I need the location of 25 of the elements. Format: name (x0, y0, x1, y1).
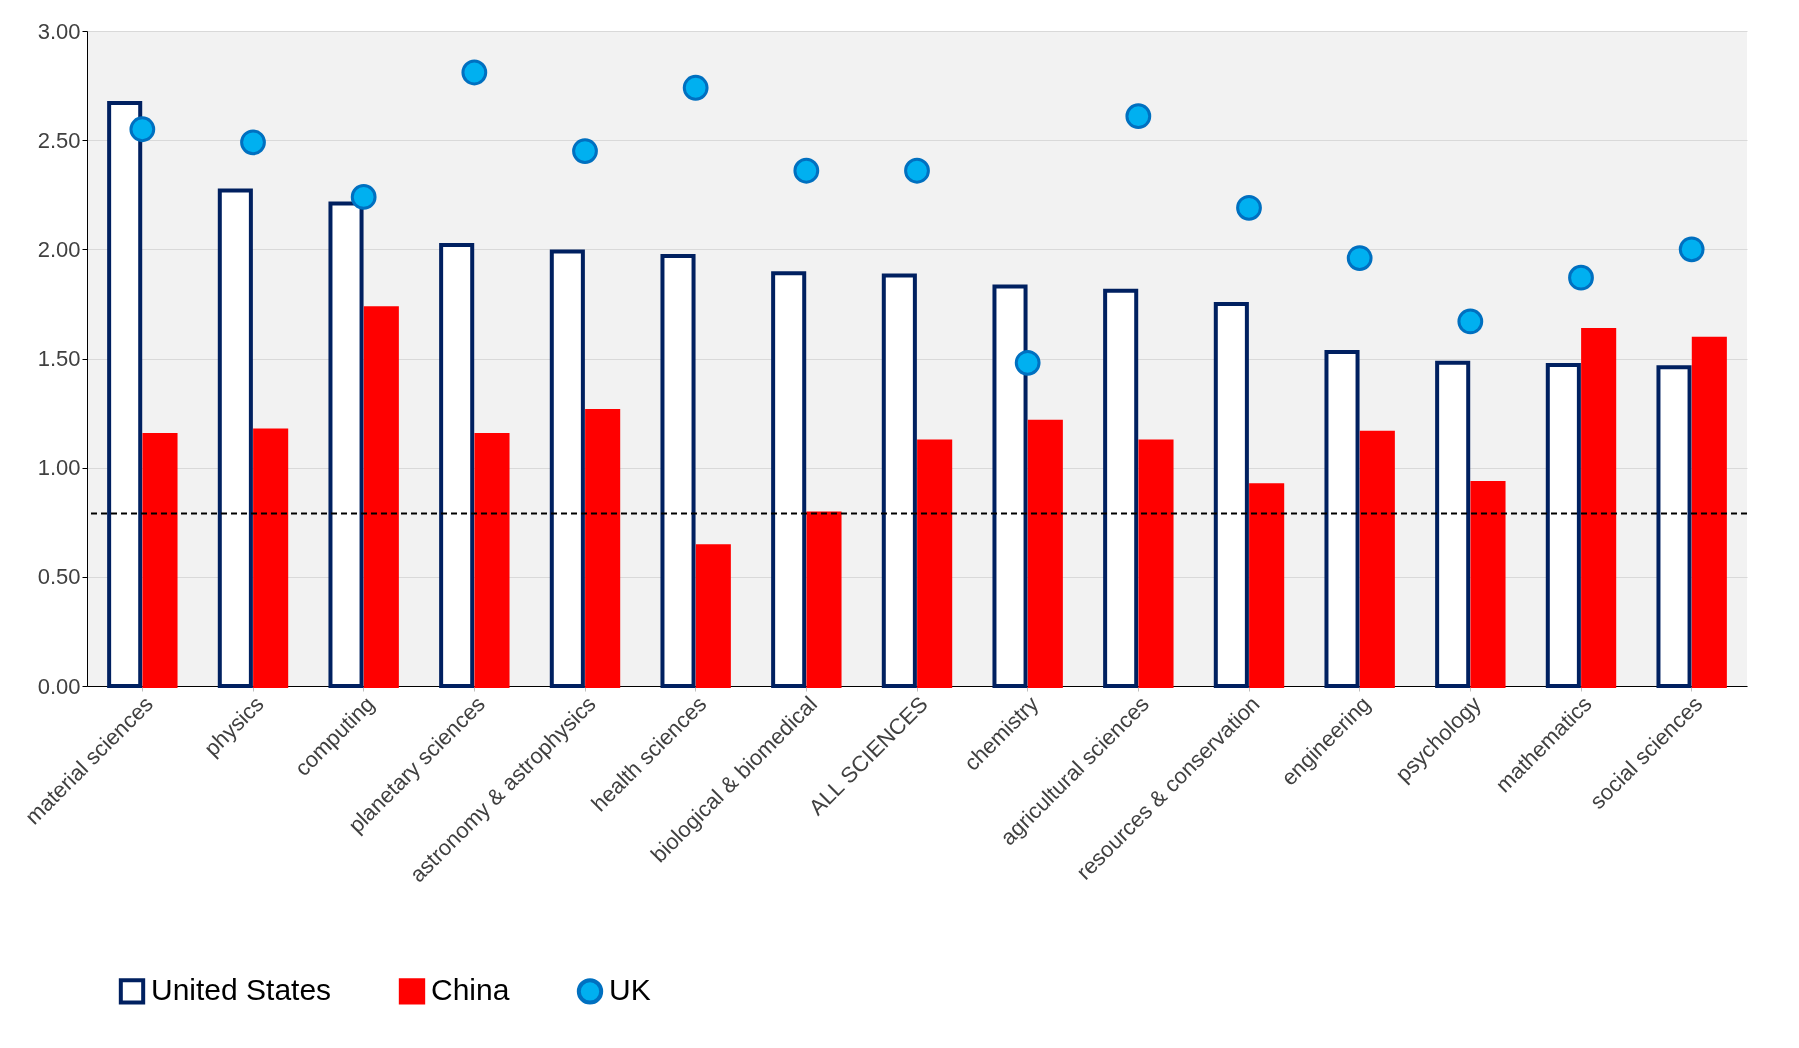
point (1457, 308, 1484, 335)
point (350, 184, 377, 210)
point (682, 74, 709, 101)
legend-label: United States (151, 973, 332, 1007)
point (461, 59, 488, 86)
point (1125, 103, 1152, 130)
legend-label: UK (609, 973, 651, 1007)
point (1568, 264, 1594, 291)
y-tick-label: 0.00 (37, 673, 81, 699)
point (1678, 236, 1705, 263)
y-tick-label: 2.00 (37, 236, 81, 262)
point (1236, 194, 1262, 221)
point (793, 157, 820, 184)
y-tick-label: 0.50 (37, 564, 81, 590)
point (240, 129, 266, 156)
y-tick-label: 1.50 (37, 346, 81, 371)
point (1346, 245, 1373, 271)
point (1014, 349, 1041, 376)
y-tick-label: 2.50 (37, 127, 81, 153)
point (904, 157, 930, 184)
legend-label: China (431, 973, 510, 1007)
point (572, 138, 598, 164)
y-tick-label: 1.00 (37, 455, 81, 481)
point (129, 116, 156, 143)
y-tick-label: 3.00 (37, 18, 81, 44)
